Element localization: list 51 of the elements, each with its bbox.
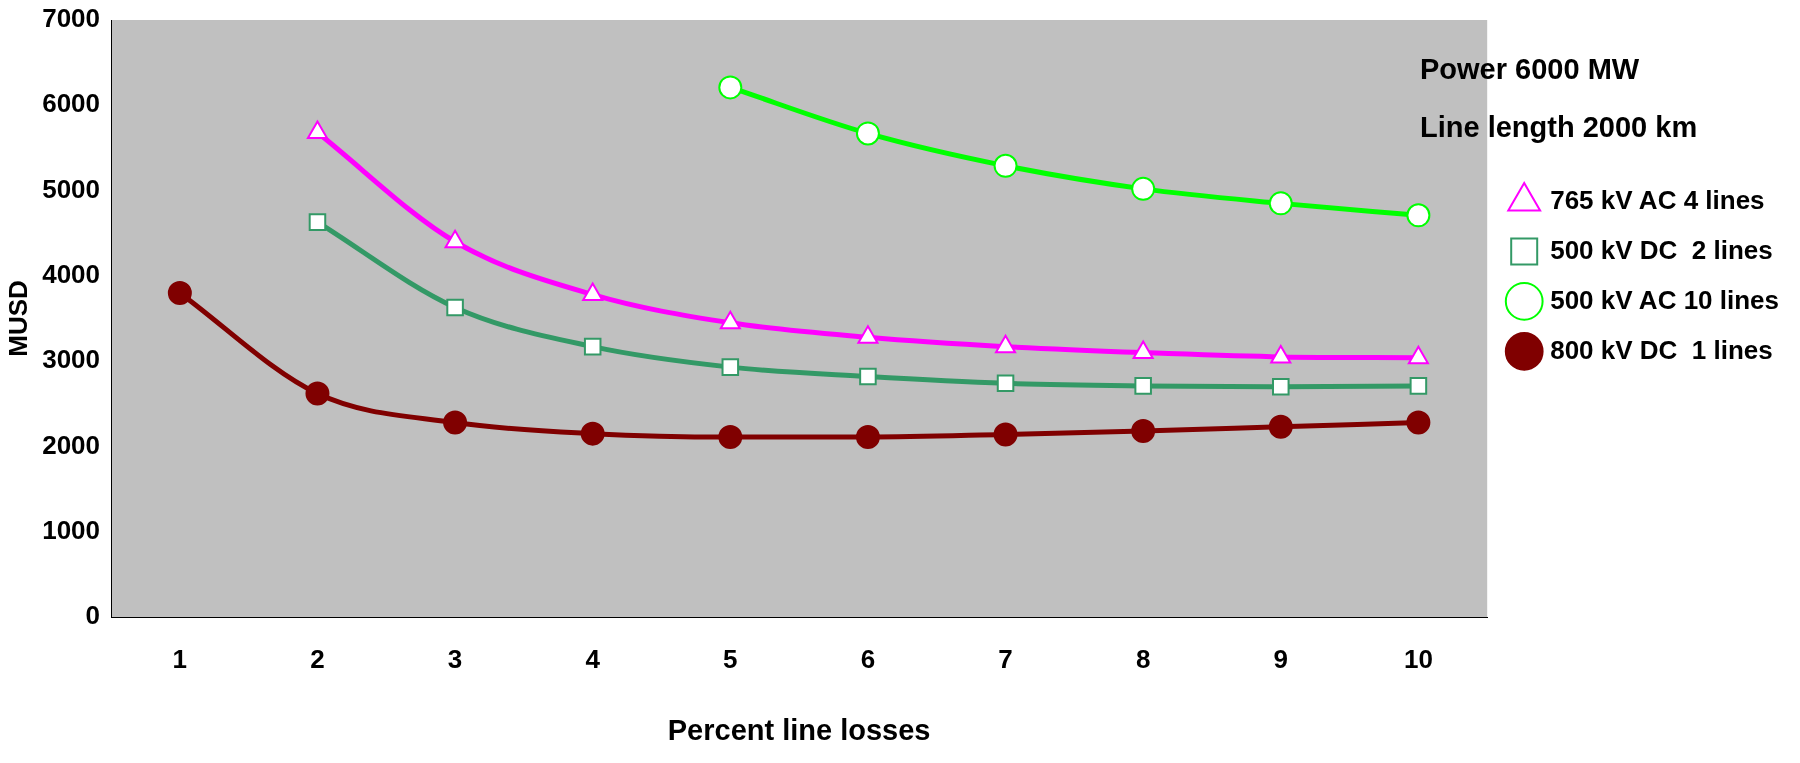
point <box>1406 410 1431 435</box>
point <box>1131 419 1156 444</box>
annotation: Line length 2000 km <box>1420 110 1698 145</box>
x-tick-label: 7 <box>998 643 1013 674</box>
point <box>1272 377 1290 396</box>
point <box>993 422 1018 447</box>
y-tick-label: 5000 <box>42 173 101 204</box>
y-tick-label: 3000 <box>42 344 101 375</box>
x-tick-label: 4 <box>585 643 601 674</box>
y-tick-label: 1000 <box>42 514 101 545</box>
x-tick-label: 6 <box>860 643 876 674</box>
legend-label: 500 kV DC 2 lines <box>1550 234 1773 265</box>
point <box>859 367 877 386</box>
x-tick-label: 9 <box>1273 643 1289 674</box>
y-tick-label: 0 <box>85 600 101 631</box>
point <box>443 410 468 435</box>
point <box>308 213 327 231</box>
x-tick-label: 1 <box>172 643 188 674</box>
point <box>1131 176 1156 201</box>
point <box>1409 377 1428 395</box>
annotation: Power 6000 MW <box>1420 52 1641 87</box>
point <box>580 421 605 446</box>
point <box>996 374 1015 393</box>
x-tick-label: 8 <box>1135 643 1151 674</box>
point <box>167 280 192 305</box>
point <box>583 337 602 356</box>
point <box>305 381 330 406</box>
x-axis-title: Percent line losses <box>667 713 931 746</box>
point <box>718 425 743 450</box>
point <box>993 153 1018 178</box>
x-tick-label: 5 <box>723 643 738 674</box>
point <box>1406 203 1431 228</box>
x-tick-label: 3 <box>447 643 463 674</box>
point <box>855 425 880 450</box>
legend-label: 500 kV AC 10 lines <box>1550 284 1780 315</box>
y-tick-label: 6000 <box>42 88 101 119</box>
point <box>855 121 880 146</box>
y-tick-label: 4000 <box>42 259 101 290</box>
point <box>1268 191 1293 216</box>
point <box>721 358 740 376</box>
y-tick-label: 7000 <box>42 3 101 34</box>
point <box>1268 414 1293 439</box>
point <box>1134 377 1152 395</box>
y-axis-title: MUSD <box>2 280 33 357</box>
legend-label: 765 kV AC 4 lines <box>1550 184 1765 215</box>
y-tick-label: 2000 <box>42 429 101 460</box>
x-tick-label: 10 <box>1403 643 1433 674</box>
legend-label: 800 kV DC 1 lines <box>1550 334 1773 365</box>
x-tick-label: 2 <box>310 643 325 674</box>
point <box>446 298 464 317</box>
point <box>718 75 743 100</box>
